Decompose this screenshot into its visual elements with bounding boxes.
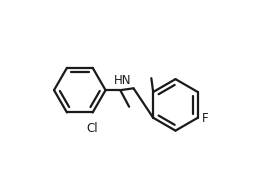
Text: HN: HN — [114, 74, 132, 87]
Text: F: F — [201, 112, 208, 125]
Text: Cl: Cl — [86, 122, 97, 135]
